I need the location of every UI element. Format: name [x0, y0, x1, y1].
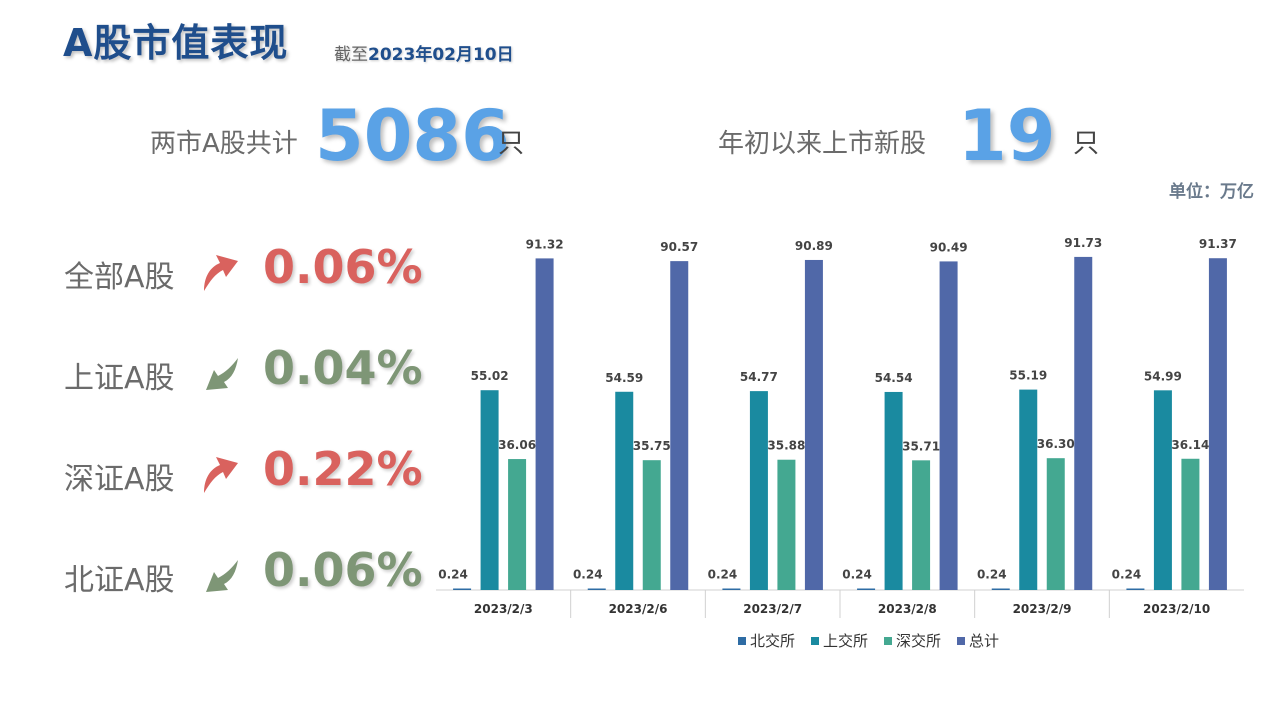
bar: [1153, 390, 1172, 590]
x-tick-label: 2023/2/9: [1013, 602, 1072, 616]
bar: [884, 391, 903, 590]
data-label: 91.73: [1064, 236, 1102, 250]
data-label: 35.88: [767, 439, 805, 453]
as-of-date-value: 2023年02月10日: [368, 45, 514, 65]
x-tick-label: 2023/2/3: [474, 602, 533, 616]
data-label: 55.19: [1009, 369, 1047, 383]
data-label: 91.37: [1199, 237, 1237, 251]
perf-row-shanghai: 上证A股 0.04%: [0, 341, 430, 401]
perf-label: 北证A股: [64, 563, 175, 598]
bar: [1074, 256, 1093, 590]
perf-row-beijing: 北证A股 0.06%: [0, 543, 430, 603]
bar: [1126, 588, 1145, 590]
legend-swatch: [738, 636, 746, 645]
bar: [1181, 458, 1200, 590]
bar: [1208, 258, 1227, 590]
legend-swatch: [811, 636, 820, 645]
total-stocks-unit: 只: [498, 129, 525, 159]
new-listings-stat: 年初以来上市新股 19 只: [718, 95, 1118, 177]
chart-legend: 北交所 上交所 深交所 总计: [738, 630, 999, 651]
total-stocks-value: 5086: [315, 95, 510, 177]
legend-label: 北交所: [750, 632, 796, 650]
perf-value: 0.22%: [263, 442, 423, 496]
arrow-up-icon: [204, 255, 238, 291]
data-label: 55.02: [471, 369, 509, 383]
bar: [587, 588, 606, 590]
new-listings-value: 19: [958, 95, 1056, 177]
arrow-down-icon: [206, 358, 238, 390]
legend-label: 深交所: [896, 632, 942, 650]
bar: [480, 390, 499, 590]
data-label: 54.77: [740, 370, 778, 384]
bar: [722, 588, 741, 590]
bar: [642, 460, 661, 590]
bar: [857, 588, 876, 590]
arrow-down-icon: [206, 560, 238, 592]
bar: [1046, 458, 1065, 590]
data-label: 0.24: [438, 568, 468, 582]
data-label: 90.57: [660, 240, 698, 254]
data-label: 0.24: [708, 568, 738, 582]
data-label: 91.32: [526, 237, 564, 251]
perf-value: 0.04%: [263, 341, 423, 395]
perf-label: 深证A股: [64, 462, 175, 497]
bar: [912, 460, 931, 590]
total-stocks-label: 两市A股共计: [150, 129, 298, 159]
data-label: 0.24: [1112, 568, 1142, 582]
legend-item: 北交所: [738, 630, 795, 651]
page-title: A股市值表现: [63, 21, 289, 65]
unit-note: 单位：万亿: [1169, 182, 1254, 202]
total-stocks-stat: 两市A股共计 5086 只: [150, 95, 550, 177]
x-tick-label: 2023/2/8: [878, 602, 937, 616]
legend-item: 总计: [957, 630, 999, 651]
data-label: 54.99: [1144, 369, 1182, 383]
bar: [453, 588, 472, 590]
data-label: 54.59: [605, 371, 643, 385]
data-label: 0.24: [977, 568, 1007, 582]
perf-row-shenzhen: 深证A股 0.22%: [0, 442, 430, 502]
bar: [615, 391, 634, 590]
legend-item: 深交所: [884, 630, 941, 651]
perf-value: 0.06%: [263, 240, 423, 294]
arrow-up-icon: [204, 457, 238, 493]
data-label: 36.14: [1171, 438, 1209, 452]
bar: [749, 391, 768, 590]
data-label: 35.71: [902, 439, 940, 453]
data-label: 36.30: [1037, 437, 1075, 451]
x-tick-label: 2023/2/6: [609, 602, 668, 616]
bar: [939, 261, 958, 590]
data-label: 0.24: [573, 568, 603, 582]
data-label: 36.06: [498, 438, 536, 452]
bar: [508, 459, 527, 590]
perf-label: 全部A股: [64, 260, 175, 295]
data-label: 35.75: [633, 439, 671, 453]
data-label: 0.24: [842, 568, 872, 582]
x-tick-label: 2023/2/10: [1143, 602, 1210, 616]
data-label: 90.49: [930, 240, 968, 254]
bar: [804, 259, 823, 590]
legend-label: 上交所: [823, 632, 869, 650]
bar: [991, 588, 1010, 590]
data-label: 90.89: [795, 239, 833, 253]
bar: [535, 258, 554, 590]
perf-row-all: 全部A股 0.06%: [0, 240, 430, 300]
legend-item: 上交所: [811, 630, 868, 651]
perf-value: 0.06%: [263, 543, 423, 597]
market-cap-bar-chart: 0.24 55.02 36.06 91.32 2023/2/3 0.24 54.59 35.7…: [436, 236, 1244, 618]
legend-swatch: [957, 636, 966, 645]
as-of-date: 截至2023年02月10日: [334, 40, 514, 65]
x-tick-label: 2023/2/7: [743, 602, 802, 616]
bar: [670, 261, 689, 590]
data-label: 54.54: [875, 371, 913, 385]
legend-swatch: [884, 636, 893, 645]
perf-label: 上证A股: [64, 361, 175, 396]
new-listings-unit: 只: [1073, 129, 1100, 159]
as-of-prefix: 截至: [334, 45, 368, 65]
bar: [777, 459, 796, 590]
legend-label: 总计: [969, 632, 1000, 650]
bar: [1019, 389, 1038, 590]
new-listings-label: 年初以来上市新股: [718, 129, 927, 159]
